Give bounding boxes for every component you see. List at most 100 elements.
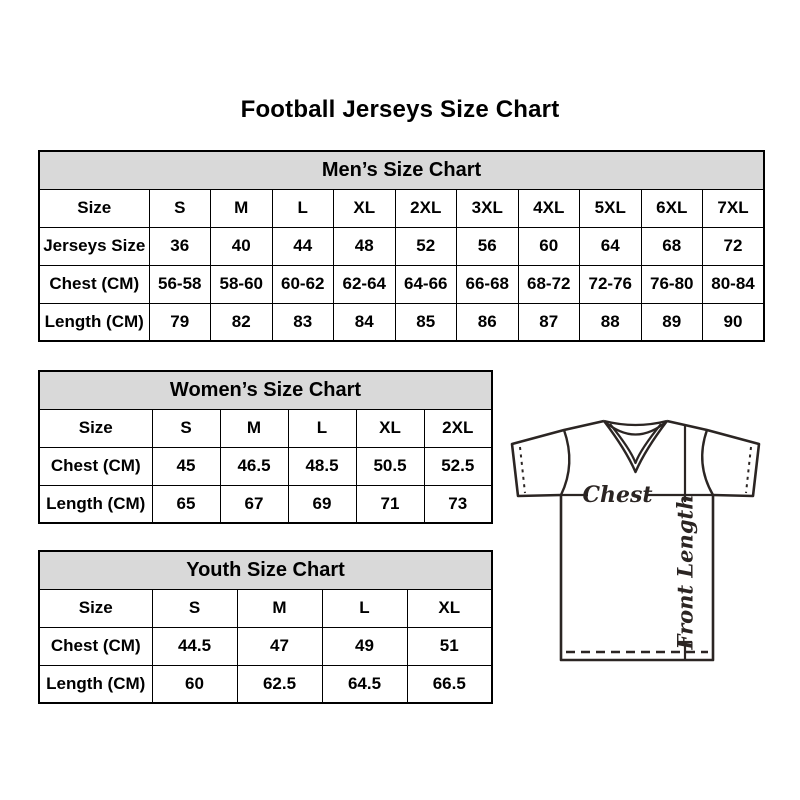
youth-size-table: Youth Size Chart Size S M L XL Chest (CM) 44.5…	[38, 550, 493, 704]
data-cell: 49	[321, 626, 408, 666]
data-cell: 82	[210, 302, 273, 342]
data-cell: 51	[406, 626, 493, 666]
data-cell: XL	[355, 408, 425, 448]
table-row: Chest (CM) 45 46.5 48.5 50.5 52.5	[38, 446, 493, 486]
front-length-label: Front Length	[673, 495, 698, 651]
data-cell: 60	[151, 664, 238, 704]
page-title: Football Jerseys Size Chart	[240, 96, 560, 123]
jersey-left-sleeve-outline	[510, 419, 605, 498]
row-header-cell: Length (CM)	[38, 664, 153, 704]
data-cell: 60	[517, 226, 580, 266]
data-cell: 52.5	[423, 446, 493, 486]
table-row: Size S M L XL 2XL 3XL 4XL 5XL 6XL 7XL	[38, 188, 765, 228]
data-cell: 86	[456, 302, 519, 342]
jersey-right-sleeve-outline	[666, 419, 761, 498]
data-cell: 80-84	[702, 264, 765, 304]
chest-label: Chest	[582, 482, 652, 508]
data-cell: 2XL	[394, 188, 457, 228]
data-cell: 60-62	[271, 264, 334, 304]
data-cell: S	[151, 588, 238, 628]
data-cell: 69	[287, 484, 357, 524]
data-cell: 62.5	[236, 664, 323, 704]
data-cell: 83	[271, 302, 334, 342]
data-cell: 2XL	[423, 408, 493, 448]
row-header-cell: Size	[38, 188, 150, 228]
jersey-body-outline	[559, 495, 715, 662]
table-row: Length (CM) 79 82 83 84 85 86 87 88 89 90	[38, 302, 765, 342]
data-cell: 88	[579, 302, 642, 342]
data-cell: 7XL	[702, 188, 765, 228]
jersey-right-cuff-dashed-seam	[745, 446, 752, 494]
jersey-diagram: Chest Front Length	[510, 419, 761, 662]
data-cell: 87	[517, 302, 580, 342]
jersey-right-armhole-seam	[701, 429, 715, 496]
data-cell: 76-80	[640, 264, 703, 304]
table-row: Size S M L XL 2XL	[38, 408, 493, 448]
data-cell: 72-76	[579, 264, 642, 304]
data-cell: 50.5	[355, 446, 425, 486]
data-cell: 85	[394, 302, 457, 342]
row-header-cell: Length (CM)	[38, 302, 150, 342]
table-row: Size S M L XL	[38, 588, 493, 628]
data-cell: 79	[148, 302, 211, 342]
data-cell: XL	[333, 188, 396, 228]
data-cell: 46.5	[219, 446, 289, 486]
data-cell: 66-68	[456, 264, 519, 304]
data-cell: S	[148, 188, 211, 228]
data-cell: 68	[640, 226, 703, 266]
data-cell: 62-64	[333, 264, 396, 304]
data-cell: M	[219, 408, 289, 448]
jersey-vneck-inner	[609, 423, 662, 465]
table-row: Chest (CM) 56-58 58-60 60-62 62-64 64-66 66-68…	[38, 264, 765, 304]
table-section-row: Youth Size Chart	[38, 550, 493, 590]
data-cell: 66.5	[406, 664, 493, 704]
data-cell: 44	[271, 226, 334, 266]
table-row: Length (CM) 65 67 69 71 73	[38, 484, 493, 524]
data-cell: XL	[406, 588, 493, 628]
jersey-left-cuff-dashed-seam	[519, 446, 526, 494]
mens-table-title: Men’s Size Chart	[38, 150, 765, 190]
youth-table-title: Youth Size Chart	[38, 550, 493, 590]
data-cell: 84	[333, 302, 396, 342]
table-row: Chest (CM) 44.5 47 49 51	[38, 626, 493, 666]
table-section-row: Women’s Size Chart	[38, 370, 493, 410]
data-cell: S	[151, 408, 221, 448]
data-cell: 48.5	[287, 446, 357, 486]
row-header-cell: Size	[38, 588, 153, 628]
data-cell: 64-66	[394, 264, 457, 304]
jersey-collar-top-line	[603, 419, 668, 427]
data-cell: 64	[579, 226, 642, 266]
table-section-row: Men’s Size Chart	[38, 150, 765, 190]
data-cell: 89	[640, 302, 703, 342]
data-cell: M	[236, 588, 323, 628]
row-header-cell: Chest (CM)	[38, 264, 150, 304]
jersey-left-armhole-seam	[559, 429, 571, 496]
row-header-cell: Jerseys Size	[38, 226, 150, 266]
data-cell: 5XL	[579, 188, 642, 228]
data-cell: 56-58	[148, 264, 211, 304]
table-row: Jerseys Size 36 40 44 48 52 56 60 64 68 72	[38, 226, 765, 266]
data-cell: 47	[236, 626, 323, 666]
data-cell: L	[271, 188, 334, 228]
data-cell: 3XL	[456, 188, 519, 228]
data-cell: 45	[151, 446, 221, 486]
data-cell: 48	[333, 226, 396, 266]
row-header-cell: Size	[38, 408, 153, 448]
data-cell: 4XL	[517, 188, 580, 228]
row-header-cell: Chest (CM)	[38, 626, 153, 666]
data-cell: 64.5	[321, 664, 408, 704]
data-cell: 40	[210, 226, 273, 266]
data-cell: 56	[456, 226, 519, 266]
data-cell: 52	[394, 226, 457, 266]
data-cell: L	[287, 408, 357, 448]
jersey-vneck-outer	[603, 420, 668, 474]
data-cell: 72	[702, 226, 765, 266]
womens-size-table: Women’s Size Chart Size S M L XL 2XL Chest (CM…	[38, 370, 493, 524]
data-cell: 73	[423, 484, 493, 524]
data-cell: 65	[151, 484, 221, 524]
row-header-cell: Chest (CM)	[38, 446, 153, 486]
womens-table-title: Women’s Size Chart	[38, 370, 493, 410]
data-cell: 6XL	[640, 188, 703, 228]
data-cell: 44.5	[151, 626, 238, 666]
